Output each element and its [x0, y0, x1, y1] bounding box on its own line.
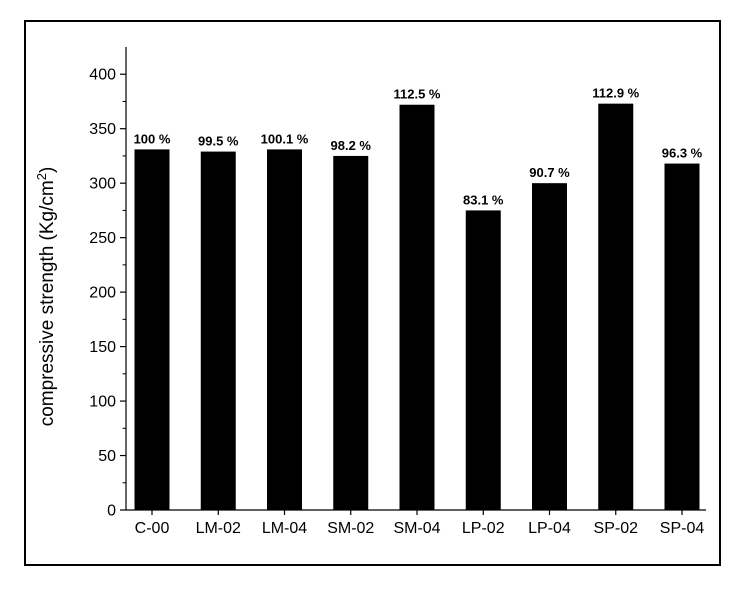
y-axis-ticks: 0 50 100 150 200 250 300 350 400 — [89, 67, 126, 520]
y-tick-label: 100 — [89, 394, 116, 411]
y-tick-label: 300 — [89, 176, 116, 193]
x-tick-label-sm-04: SM-04 — [393, 520, 440, 537]
bar-lp-02 — [465, 210, 501, 511]
bars — [134, 103, 700, 511]
y-tick-label: 350 — [89, 121, 116, 138]
y-tick-label: 0 — [107, 503, 116, 520]
bar-lm-02 — [200, 151, 236, 510]
x-tick-label-c-00: C-00 — [135, 520, 170, 537]
x-tick-label-sm-02: SM-02 — [327, 520, 374, 537]
data-label-sm-04: 112.5 % — [394, 87, 441, 102]
x-tick-label-lm-02: LM-02 — [196, 520, 241, 537]
data-label-c-00: 100 % — [134, 131, 171, 146]
data-label-sm-02: 98.2 % — [331, 138, 372, 153]
x-tick-label-lp-04: LP-04 — [528, 520, 571, 537]
y-tick-label: 250 — [89, 230, 116, 247]
bar-sp-02 — [598, 103, 634, 510]
data-label-lp-02: 83.1 % — [463, 192, 504, 207]
y-tick-label: 200 — [89, 285, 116, 302]
bar-lm-04 — [267, 149, 302, 510]
bar-sm-04 — [399, 104, 435, 510]
x-tick-label-sp-04: SP-04 — [660, 520, 705, 537]
data-label-sp-02: 112.9 % — [592, 86, 639, 101]
x-tick-label-sp-02: SP-02 — [594, 520, 639, 537]
bar-c-00 — [134, 149, 170, 510]
data-label-lm-02: 99.5 % — [198, 134, 239, 149]
bar-lp-04 — [532, 183, 567, 511]
data-label-lp-04: 90.7 % — [529, 165, 570, 180]
data-label-lm-04: 100.1 % — [261, 131, 309, 146]
y-axis-title: compressive strength (Kg/cm2) — [34, 167, 58, 427]
data-label-sp-04: 96.3 % — [662, 146, 703, 161]
y-tick-label: 50 — [98, 448, 116, 465]
x-axis-ticks: C-00 LM-02 LM-04 SM-02 SM-04 LP-02 LP-04 SP-02 S… — [135, 510, 705, 537]
data-labels: 100 % 99.5 % 100.1 % 98.2 % 112.5 % 83.1 % 90.… — [134, 86, 703, 208]
x-tick-label-lp-02: LP-02 — [462, 520, 505, 537]
y-tick-label: 150 — [89, 339, 116, 356]
bar-sp-04 — [664, 163, 700, 510]
x-tick-label-lm-04: LM-04 — [262, 520, 307, 537]
bar-sm-02 — [333, 155, 369, 511]
y-tick-label: 400 — [89, 67, 116, 84]
